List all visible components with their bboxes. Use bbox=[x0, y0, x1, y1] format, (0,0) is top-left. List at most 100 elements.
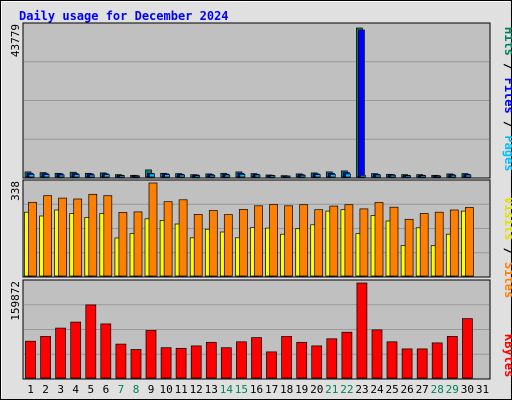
pages-bar bbox=[73, 174, 80, 178]
sites-bar bbox=[434, 211, 444, 277]
day-label: 12 bbox=[190, 383, 203, 396]
kbytes-bar bbox=[85, 304, 97, 379]
kbytes-bar bbox=[281, 336, 292, 379]
kbytes-bar bbox=[130, 349, 142, 379]
sites-bar bbox=[178, 199, 188, 277]
sites-bar bbox=[359, 208, 369, 277]
pages-bar bbox=[119, 175, 125, 178]
top-side-label: Hits / Files / Pages bbox=[502, 27, 512, 172]
pages-bar bbox=[164, 174, 170, 178]
top-panel-bars bbox=[24, 27, 472, 178]
day-label: 9 bbox=[148, 383, 155, 396]
pages-bar bbox=[43, 174, 50, 178]
day-label: 13 bbox=[205, 383, 218, 396]
day-label: 20 bbox=[310, 383, 323, 396]
sites-bar bbox=[284, 205, 293, 277]
sites-bar bbox=[193, 214, 203, 277]
day-label: 18 bbox=[280, 383, 293, 396]
day-label: 28 bbox=[431, 383, 444, 396]
sites-bar bbox=[88, 193, 98, 277]
pages-bar bbox=[420, 175, 427, 178]
kbytes-bar bbox=[236, 341, 247, 379]
sites-bar bbox=[148, 182, 158, 277]
day-label: 14 bbox=[220, 383, 234, 396]
pages-bar bbox=[224, 174, 231, 178]
day-label: 10 bbox=[159, 383, 172, 396]
middle-panel-bars bbox=[24, 182, 474, 277]
sites-bar bbox=[314, 209, 324, 277]
kbytes-bar bbox=[341, 331, 353, 379]
files-bar bbox=[358, 29, 365, 178]
bottom-ymax-label: 159872 bbox=[9, 281, 22, 321]
pages-bar bbox=[284, 175, 291, 178]
kbytes-bar bbox=[220, 347, 232, 379]
sites-bar bbox=[103, 195, 113, 277]
kbytes-bar bbox=[160, 347, 172, 379]
files-legend: Files bbox=[502, 78, 512, 114]
pages-legend: Pages bbox=[502, 135, 512, 171]
sites-bar bbox=[28, 201, 37, 277]
kbytes-bar bbox=[115, 343, 127, 379]
kbytes-bar bbox=[462, 318, 473, 379]
pages-bar bbox=[239, 173, 246, 178]
sites-legend: Sites bbox=[502, 262, 512, 298]
pages-bar bbox=[299, 174, 306, 178]
kbytes-legend: KBytes bbox=[502, 334, 512, 377]
pages-bar bbox=[194, 175, 201, 178]
chart-title: Daily usage for December 2024 bbox=[19, 9, 229, 23]
pages-bar bbox=[345, 173, 351, 178]
pages-bar bbox=[314, 174, 321, 178]
day-label: 4 bbox=[72, 383, 79, 396]
kbytes-bar bbox=[205, 341, 217, 379]
sites-bar bbox=[465, 207, 474, 277]
pages-bar bbox=[88, 174, 95, 178]
pages-bar bbox=[405, 175, 411, 178]
sites-bar bbox=[163, 201, 173, 277]
sites-bar bbox=[208, 210, 218, 277]
day-label: 19 bbox=[295, 383, 308, 396]
day-label: 6 bbox=[103, 383, 110, 396]
kbytes-bar bbox=[311, 345, 323, 379]
visits-legend: Visits bbox=[502, 197, 512, 240]
kbytes-bar bbox=[251, 337, 262, 379]
sites-bar bbox=[404, 218, 414, 277]
day-label: 16 bbox=[250, 383, 263, 396]
sites-bar bbox=[223, 214, 233, 277]
day-label: 7 bbox=[118, 383, 125, 396]
sites-bar bbox=[133, 211, 143, 277]
pages-bar bbox=[149, 173, 155, 178]
sites-bar bbox=[419, 213, 429, 277]
day-label: 29 bbox=[446, 383, 459, 396]
pages-bar bbox=[179, 174, 185, 178]
legend-separator: / bbox=[502, 114, 512, 136]
pages-bar bbox=[28, 173, 35, 178]
kbytes-bar bbox=[296, 341, 308, 379]
day-label: 21 bbox=[325, 383, 338, 396]
kbytes-bar bbox=[145, 330, 157, 379]
sites-bar bbox=[43, 195, 52, 277]
day-label: 25 bbox=[385, 383, 398, 396]
pages-bar bbox=[269, 175, 276, 178]
sites-bar bbox=[58, 197, 67, 277]
pages-bar bbox=[360, 174, 366, 178]
sites-bar bbox=[374, 202, 384, 277]
kbytes-bar bbox=[356, 282, 368, 379]
kbytes-bar bbox=[70, 321, 82, 379]
pages-bar bbox=[435, 175, 442, 178]
sites-bar bbox=[73, 198, 83, 277]
day-label: 2 bbox=[42, 383, 49, 396]
legend-separator: / bbox=[502, 56, 512, 78]
day-label: 23 bbox=[355, 383, 368, 396]
sites-bar bbox=[329, 205, 339, 277]
legend-separator: / bbox=[502, 240, 512, 262]
pages-bar bbox=[390, 174, 396, 178]
hits-legend: Hits bbox=[502, 27, 512, 56]
x-axis-day-labels: 1 2 3 4 5 6 7 8 9 10 11 12 13 14 15 16 17 18 19 20 21 22 23 24 2… bbox=[27, 383, 489, 396]
day-label: 3 bbox=[57, 383, 64, 396]
kbytes-bar bbox=[266, 351, 277, 379]
kbytes-bar bbox=[386, 341, 398, 379]
sites-bar bbox=[118, 212, 128, 277]
day-label: 1 bbox=[27, 383, 34, 396]
pages-bar bbox=[134, 175, 140, 178]
sites-bar bbox=[299, 204, 309, 277]
